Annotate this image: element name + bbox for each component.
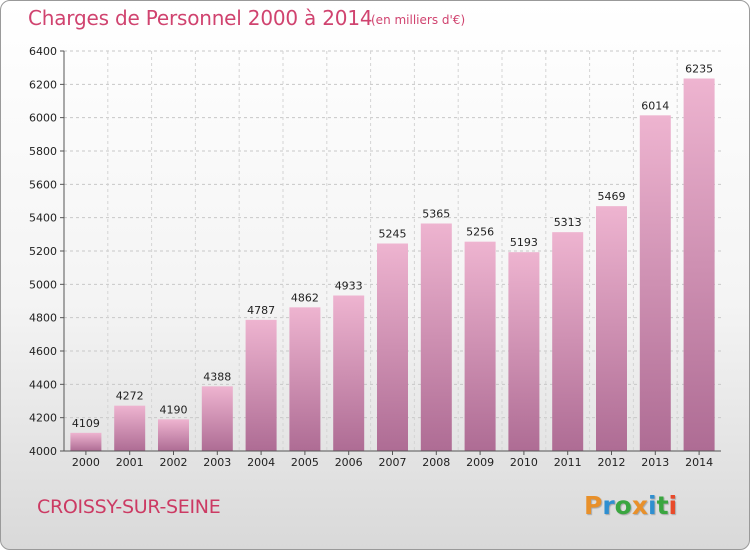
logo-letter: x [631,491,648,520]
bar-value-label: 5469 [598,190,626,203]
y-tick-label: 6000 [29,112,57,125]
y-tick-label: 4800 [29,312,57,325]
x-tick-label: 2001 [116,456,144,469]
x-tick-label: 2004 [247,456,275,469]
y-tick-label: 6200 [29,78,57,91]
x-tick-label: 2006 [335,456,363,469]
bar-2001 [114,405,146,451]
logo-letter: r [602,491,615,520]
y-tick-label: 5600 [29,178,57,191]
bar-2008 [420,223,452,451]
x-tick-label: 2014 [685,456,713,469]
x-tick-label: 2013 [641,456,669,469]
data-labels: 4109 4272 4190 4388 4787 4862 4933 5245 5365 5256… [72,63,713,430]
bar-2013 [639,115,671,451]
y-tick-label: 4600 [29,345,57,358]
chart-subtitle: (en milliers d'€) [371,13,466,27]
proxiti-logo: Proxiti [584,491,677,520]
bar-value-label: 5256 [466,226,494,239]
bar-value-label: 5245 [379,228,407,241]
x-tick-label: 2000 [72,456,100,469]
axes: 4000 4200 4400 4600 4800 5000 5200 5400 5600 5800… [29,45,721,469]
y-tick-label: 5000 [29,278,57,291]
bar-2012 [596,206,627,451]
bar-value-label: 4862 [291,291,319,304]
bar-value-label: 6235 [685,63,713,76]
y-tick-label: 4400 [29,378,57,391]
bar-2003 [201,386,233,451]
bar-value-label: 4933 [335,280,363,293]
bar-value-label: 5313 [554,216,582,229]
y-tick-label: 4000 [29,445,57,458]
logo-letter: P [584,491,603,520]
x-tick-label: 2003 [203,456,231,469]
bar-value-label: 4109 [72,417,100,430]
y-tick-label: 5200 [29,245,57,258]
bar-2011 [552,232,584,451]
x-tick-label: 2008 [422,456,450,469]
bar-2004 [245,319,277,451]
bar-2007 [377,243,408,451]
bar-2000 [70,432,102,451]
bar-2006 [333,295,365,451]
x-tick-label: 2010 [510,456,538,469]
x-tick-label: 2012 [598,456,626,469]
bar-value-label: 4272 [116,390,144,403]
bars [70,78,715,451]
bar-2010 [508,252,540,451]
x-tick-label: 2002 [160,456,188,469]
logo-letter: i [668,491,678,520]
y-tick-label: 5800 [29,145,57,158]
logo-letter: t [656,491,669,520]
bar-2002 [158,419,189,451]
x-tick-label: 2011 [554,456,582,469]
bar-value-label: 6014 [641,99,669,112]
x-tick-label: 2009 [466,456,494,469]
y-tick-label: 6400 [29,45,57,58]
city-name: CROISSY-SUR-SEINE [37,496,221,518]
x-tick-label: 2007 [379,456,407,469]
bar-value-label: 5365 [422,208,450,221]
y-tick-label: 4200 [29,412,57,425]
y-tick-label: 5400 [29,212,57,225]
bar-value-label: 4190 [160,403,188,416]
x-tick-label: 2005 [291,456,319,469]
logo-letter: i [648,491,657,520]
logo-letter: o [614,491,632,520]
chart-title: Charges de Personnel 2000 à 2014 [28,6,373,30]
bar-2014 [683,78,715,451]
bar-2005 [289,307,321,451]
bar-value-label: 4388 [203,370,231,383]
bar-value-label: 5193 [510,236,538,249]
bar-value-label: 4787 [247,304,275,317]
bar-2009 [464,241,496,451]
